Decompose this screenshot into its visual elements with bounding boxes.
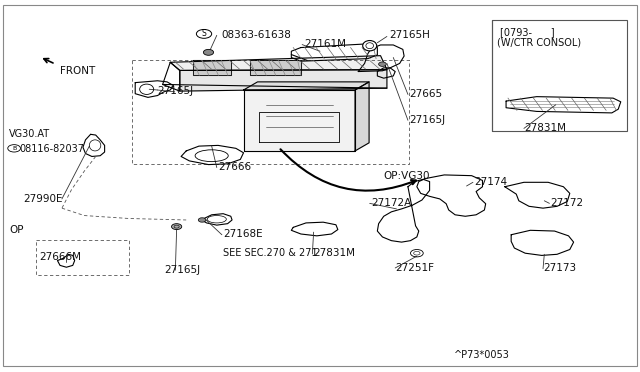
Text: 27173: 27173 xyxy=(543,263,576,273)
Text: VG30.AT: VG30.AT xyxy=(9,129,50,139)
Text: 27165J: 27165J xyxy=(164,265,200,275)
Text: B: B xyxy=(12,146,16,151)
Text: OP:VG30: OP:VG30 xyxy=(384,171,430,181)
Circle shape xyxy=(198,218,206,222)
Text: 27165J: 27165J xyxy=(409,115,445,125)
Text: 27161M: 27161M xyxy=(304,39,346,49)
Text: 27168E: 27168E xyxy=(223,229,263,239)
Text: 27165H: 27165H xyxy=(389,31,429,40)
Polygon shape xyxy=(244,90,355,151)
Text: 27251F: 27251F xyxy=(395,263,434,273)
Text: ^P73*0053: ^P73*0053 xyxy=(454,350,509,360)
Text: 08363-61638: 08363-61638 xyxy=(221,31,291,40)
Text: 27172: 27172 xyxy=(550,198,584,208)
Text: 27665: 27665 xyxy=(409,89,442,99)
Polygon shape xyxy=(244,82,369,90)
Text: (W/CTR CONSOL): (W/CTR CONSOL) xyxy=(497,38,581,48)
Text: 27990E: 27990E xyxy=(24,194,63,204)
Polygon shape xyxy=(170,56,387,70)
Text: 27831M: 27831M xyxy=(314,248,356,258)
FancyBboxPatch shape xyxy=(492,20,627,131)
Text: 27666M: 27666M xyxy=(40,252,82,262)
Text: 27165J: 27165J xyxy=(157,86,194,96)
Text: OP: OP xyxy=(9,225,24,235)
Polygon shape xyxy=(250,61,301,75)
Text: 27174: 27174 xyxy=(474,177,508,187)
Circle shape xyxy=(379,62,387,66)
Text: 27666: 27666 xyxy=(218,162,251,172)
Text: FRONT: FRONT xyxy=(60,66,95,76)
Text: 27831M: 27831M xyxy=(524,123,566,133)
Circle shape xyxy=(172,224,182,230)
Text: [0793-      ]: [0793- ] xyxy=(500,27,554,37)
Polygon shape xyxy=(355,82,369,151)
Circle shape xyxy=(204,49,214,55)
Text: 08116-82037: 08116-82037 xyxy=(19,144,84,154)
Text: 27172A: 27172A xyxy=(371,198,412,208)
Ellipse shape xyxy=(363,41,377,51)
Text: SEE SEC.270 & 271: SEE SEC.270 & 271 xyxy=(223,248,318,258)
Polygon shape xyxy=(193,61,231,75)
Polygon shape xyxy=(180,70,387,91)
Text: S: S xyxy=(202,29,207,38)
